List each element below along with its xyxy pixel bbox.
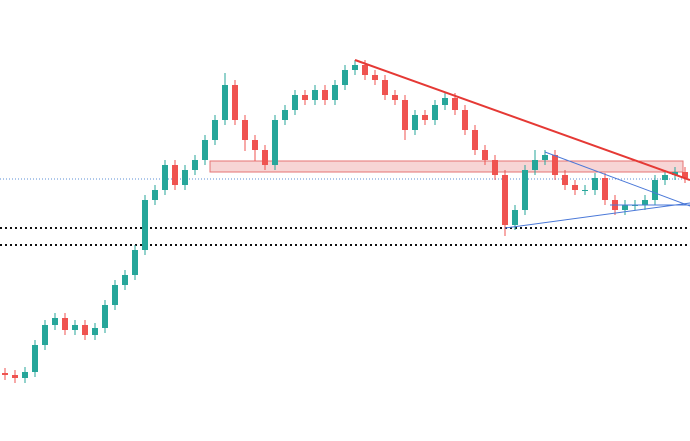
candle-body — [422, 115, 428, 120]
candle-body — [542, 155, 548, 160]
candle-body — [362, 65, 368, 75]
candle-body — [142, 200, 148, 250]
candle-body — [382, 80, 388, 95]
candle-body — [92, 328, 98, 335]
candle-body — [102, 305, 108, 328]
candle-body — [32, 345, 38, 372]
candle-body — [52, 318, 58, 325]
candle-body — [152, 190, 158, 200]
trend-line — [504, 202, 690, 229]
candle-body — [212, 120, 218, 140]
candle-body — [352, 65, 358, 70]
candle-body — [42, 325, 48, 345]
candle-body — [662, 175, 668, 180]
candle-body — [122, 275, 128, 285]
candle-body — [62, 318, 68, 330]
candle-body — [2, 373, 8, 375]
candle-body — [322, 90, 328, 100]
candle-body — [182, 170, 188, 185]
trend-line — [354, 59, 690, 181]
candle-body — [162, 165, 168, 190]
resistance-zone — [209, 160, 684, 173]
candle-body — [22, 372, 28, 378]
candle-body — [452, 98, 458, 110]
candle-body — [522, 170, 528, 210]
candle-body — [502, 175, 508, 225]
candle-body — [552, 155, 558, 175]
candle-body — [262, 150, 268, 165]
candle-body — [192, 160, 198, 170]
candle-body — [82, 325, 88, 335]
candle-body — [72, 325, 78, 330]
candle-body — [222, 85, 228, 120]
candle-body — [682, 172, 688, 178]
candle-body — [252, 140, 258, 150]
candle-body — [602, 178, 608, 200]
candle-body — [482, 150, 488, 160]
candle-body — [642, 200, 648, 205]
candle-body — [432, 105, 438, 120]
candle-body — [332, 85, 338, 100]
candle-body — [132, 250, 138, 275]
candle-body — [562, 175, 568, 185]
candle-body — [312, 90, 318, 100]
candle-body — [412, 115, 418, 130]
candle-body — [172, 165, 178, 185]
candle-body — [302, 95, 308, 100]
candle-body — [282, 110, 288, 120]
candle-body — [242, 120, 248, 140]
candle-body — [112, 285, 118, 305]
candle-body — [592, 178, 598, 190]
candle-body — [392, 95, 398, 100]
candle-body — [442, 98, 448, 105]
candle-body — [232, 85, 238, 120]
candle-body — [342, 70, 348, 85]
candle-body — [272, 120, 278, 165]
candle-body — [292, 95, 298, 110]
candle-body — [532, 160, 538, 170]
candle-body — [402, 100, 408, 130]
candle-body — [202, 140, 208, 160]
candle-body — [12, 375, 18, 378]
candle-body — [512, 210, 518, 225]
candle-body — [622, 205, 628, 210]
trend-line — [544, 151, 690, 207]
candle-body — [672, 172, 678, 175]
candle-body — [582, 190, 588, 191]
candle-body — [652, 180, 658, 200]
candle-body — [372, 75, 378, 80]
candle-body — [472, 130, 478, 150]
candle-body — [492, 160, 498, 175]
candle-body — [462, 110, 468, 130]
candle-body — [572, 185, 578, 190]
